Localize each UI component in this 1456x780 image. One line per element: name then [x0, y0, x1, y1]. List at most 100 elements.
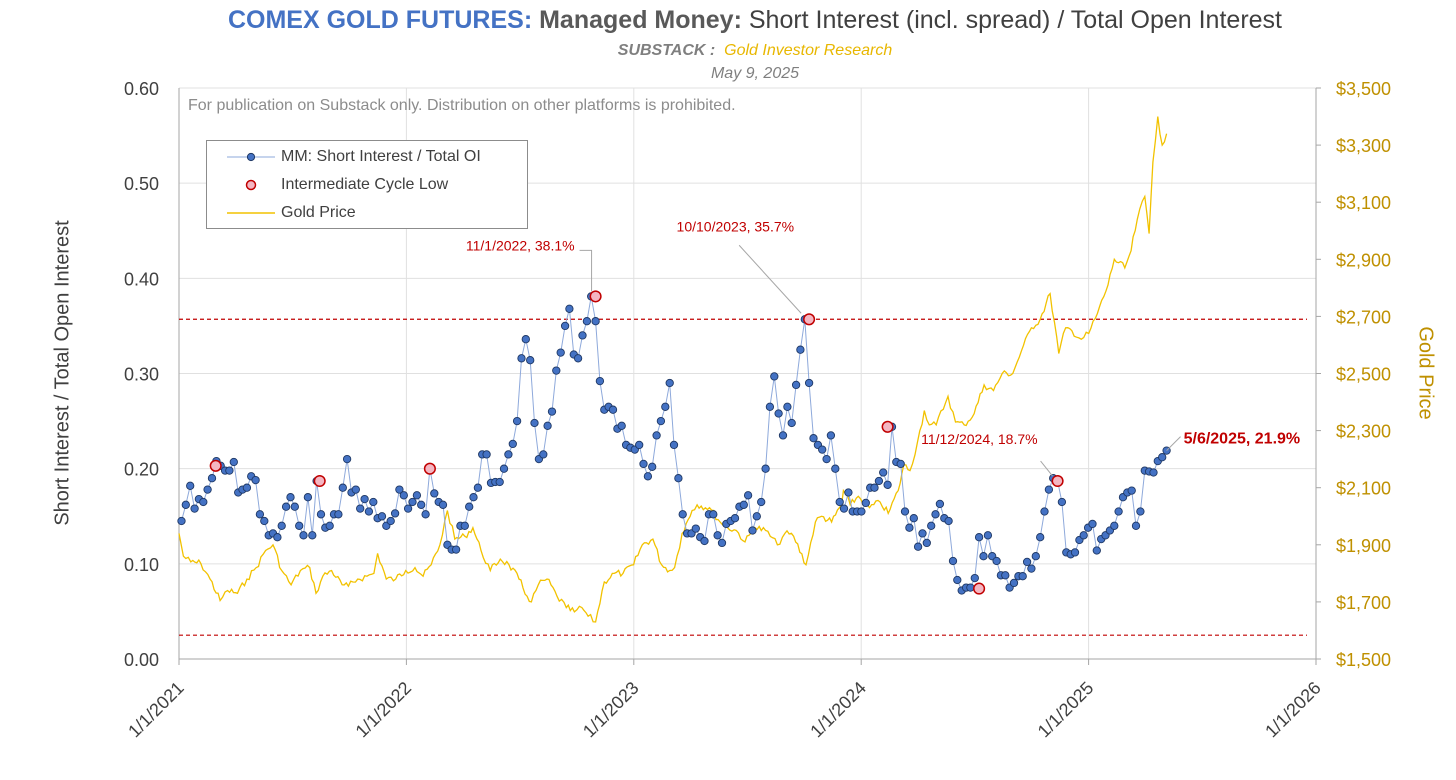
y-axis-label: Short Interest / Total Open Interest: [51, 220, 74, 526]
watermark-text: For publication on Substack only. Distri…: [188, 97, 736, 114]
short-interest-point: [826, 431, 836, 440]
short-interest-point: [578, 331, 587, 340]
short-interest-point: [225, 466, 234, 475]
short-interest-point: [277, 521, 286, 530]
short-interest-point: [983, 531, 993, 540]
short-interest-point: [765, 402, 775, 411]
legend-line-icon: [227, 212, 275, 214]
short-interest-point: [482, 450, 491, 459]
short-interest-point: [595, 376, 605, 386]
short-interest-point: [948, 556, 958, 566]
legend-item-cycle-low: Intermediate Cycle Low: [207, 172, 527, 198]
y2-tick-label: $1,900: [1336, 536, 1391, 556]
short-interest-point: [913, 542, 923, 551]
short-interest-point: [386, 516, 395, 526]
y2-tick-label: $2,700: [1336, 307, 1391, 327]
y2-tick-label: $2,300: [1336, 422, 1391, 442]
cycle-low-point: [973, 582, 986, 595]
short-interest-point: [526, 356, 535, 365]
annotation-leader-line: [1040, 460, 1053, 477]
short-interest-point: [739, 500, 748, 509]
short-interest-point: [787, 418, 796, 428]
short-interest-point: [469, 493, 478, 502]
short-interest-point: [730, 514, 740, 523]
short-interest-point: [556, 348, 565, 357]
short-interest-point: [935, 499, 945, 509]
short-interest-point: [665, 378, 674, 388]
short-interest-point: [299, 531, 308, 540]
short-interest-point: [1127, 486, 1136, 495]
short-interest-point: [573, 354, 583, 363]
legend-item-gold-price: Gold Price: [207, 200, 527, 226]
legend-label: Gold Price: [281, 204, 356, 221]
short-interest-point: [709, 510, 718, 519]
short-interest-point: [874, 476, 884, 486]
annotation-label: 10/10/2023, 35.7%: [677, 218, 795, 234]
y-tick-label: 0.20: [124, 460, 159, 480]
short-interest-point: [905, 523, 914, 532]
short-interest-point: [804, 378, 814, 388]
cycle-low-point: [881, 420, 894, 433]
short-interest-point: [465, 502, 474, 511]
cycle-low-point: [209, 459, 222, 472]
short-interest-point: [809, 434, 818, 443]
short-interest-point: [1018, 572, 1027, 581]
short-interest-point: [451, 545, 461, 554]
short-interest-point: [351, 485, 360, 494]
short-interest-point: [260, 516, 269, 526]
short-interest-point: [844, 488, 853, 497]
short-interest-point: [1114, 507, 1123, 516]
y2-tick-label: $2,500: [1336, 365, 1391, 385]
short-interest-point: [334, 510, 343, 519]
short-interest-point: [530, 418, 539, 428]
title-part-1: COMEX GOLD FUTURES:: [227, 6, 533, 34]
short-interest-point: [656, 416, 666, 426]
short-interest-point: [290, 502, 299, 511]
x-tick-label: 1/1/2023: [579, 678, 643, 742]
short-interest-point: [377, 512, 387, 521]
short-interest-point: [417, 500, 426, 509]
short-interest-point: [818, 445, 827, 454]
short-interest-point: [896, 459, 905, 469]
short-interest-point: [839, 504, 849, 513]
short-interest-point: [674, 474, 683, 483]
short-interest-point: [1022, 557, 1032, 567]
short-interest-point: [752, 512, 761, 521]
annotation-label: 11/1/2022, 38.1%: [466, 237, 575, 253]
short-interest-point: [992, 556, 1001, 566]
legend-marker-line-icon: [227, 152, 275, 162]
short-interest-point: [1036, 533, 1045, 542]
short-interest-point: [1088, 519, 1097, 529]
y-tick-label: 0.60: [124, 79, 159, 99]
short-interest-point: [870, 483, 879, 492]
short-interest-point: [669, 440, 679, 450]
short-interest-point: [1044, 485, 1054, 494]
short-interest-point: [565, 304, 574, 313]
short-interest-point: [560, 321, 570, 331]
y2-tick-label: $2,100: [1336, 479, 1391, 499]
short-interest-point: [761, 464, 770, 473]
short-interest-point: [412, 491, 422, 500]
short-interest-point: [251, 475, 260, 485]
short-interest-point: [281, 502, 291, 511]
short-interest-point: [974, 533, 984, 542]
x-tick-label: 1/1/2024: [806, 678, 870, 742]
short-interest-point: [608, 405, 618, 414]
chart-subtitle: SUBSTACK : Gold Investor Research: [0, 42, 1456, 60]
short-interest-point: [1009, 578, 1019, 588]
y2-tick-label: $2,900: [1336, 250, 1391, 270]
short-interest-point: [931, 510, 940, 519]
short-interest-point: [748, 526, 757, 535]
y2-tick-label: $3,500: [1336, 79, 1391, 99]
annotation-label: 5/6/2025, 21.9%: [1184, 431, 1301, 448]
short-interest-point: [700, 536, 709, 546]
short-interest-point: [678, 510, 687, 519]
y2-axis-label: Gold Price: [1414, 326, 1437, 420]
title-part-2: Managed Money:: [539, 6, 742, 34]
short-interest-point: [591, 317, 600, 326]
short-interest-point: [861, 498, 870, 508]
short-interest-point: [517, 354, 526, 363]
subtitle-part-2: Gold Investor Research: [724, 42, 893, 59]
short-interest-point: [207, 474, 217, 483]
